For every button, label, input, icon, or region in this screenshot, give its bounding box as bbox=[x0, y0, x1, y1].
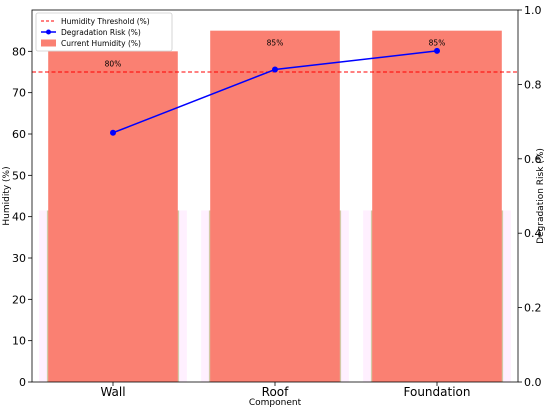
risk-line-series bbox=[110, 47, 440, 136]
y2-tick-label-0.4: 0.4 bbox=[524, 227, 542, 240]
risk-point-roof bbox=[272, 66, 278, 73]
x-axis-title: Component bbox=[249, 398, 302, 408]
y2-tick-label-1.0: 1.0 bbox=[524, 4, 542, 17]
y-tick-label-10: 10 bbox=[12, 335, 26, 348]
bar-roof bbox=[210, 30, 340, 383]
bar-wall bbox=[48, 51, 178, 382]
legend-swatch-humidity bbox=[41, 39, 56, 47]
x-tick-label-foundation: Foundation bbox=[404, 385, 471, 399]
humidity-bars bbox=[48, 30, 502, 383]
data-label-foundation: 85% bbox=[429, 39, 446, 48]
y-tick-label-80: 80 bbox=[12, 45, 26, 58]
y-tick-label-0: 0 bbox=[19, 376, 26, 389]
bar-data-labels: 80% 85% 85% bbox=[105, 39, 446, 69]
y2-tick-label-0.6: 0.6 bbox=[524, 153, 542, 166]
x-tick-label-wall: Wall bbox=[100, 385, 125, 399]
legend-box bbox=[35, 12, 173, 52]
y2-axis-title: Degradation Risk (%) bbox=[536, 148, 546, 244]
legend-swatch-risk-marker bbox=[46, 29, 51, 35]
data-label-roof: 85% bbox=[267, 39, 284, 48]
y-tick-label-60: 60 bbox=[12, 128, 26, 141]
y2-tick-label-0.8: 0.8 bbox=[524, 78, 542, 91]
y-tick-label-50: 50 bbox=[12, 169, 26, 182]
y2-tick-label-0.0: 0.0 bbox=[524, 376, 542, 389]
axes: 0 10 20 30 40 50 60 70 80 0.0 0.2 0.4 0.6 0.8 1.0 Wall R… bbox=[2, 4, 546, 408]
y-tick-label-20: 20 bbox=[12, 293, 26, 306]
risk-point-foundation bbox=[434, 47, 440, 54]
y-axis-title: Humidity (%) bbox=[2, 166, 12, 225]
legend-label-risk: Degradation Risk (%) bbox=[61, 28, 141, 37]
bar-foundation bbox=[372, 30, 502, 383]
risk-point-wall bbox=[110, 129, 116, 136]
legend-label-threshold: Humidity Threshold (%) bbox=[61, 17, 150, 26]
x-tick-label-roof: Roof bbox=[262, 385, 289, 399]
data-label-wall: 80% bbox=[105, 59, 122, 68]
y-tick-label-40: 40 bbox=[12, 211, 26, 224]
y-tick-label-30: 30 bbox=[12, 252, 26, 265]
y-tick-label-70: 70 bbox=[12, 87, 26, 100]
y2-tick-label-0.2: 0.2 bbox=[524, 302, 542, 315]
legend-label-humidity: Current Humidity (%) bbox=[61, 39, 141, 48]
legend: Humidity Threshold (%) Degradation Risk (… bbox=[35, 12, 173, 52]
